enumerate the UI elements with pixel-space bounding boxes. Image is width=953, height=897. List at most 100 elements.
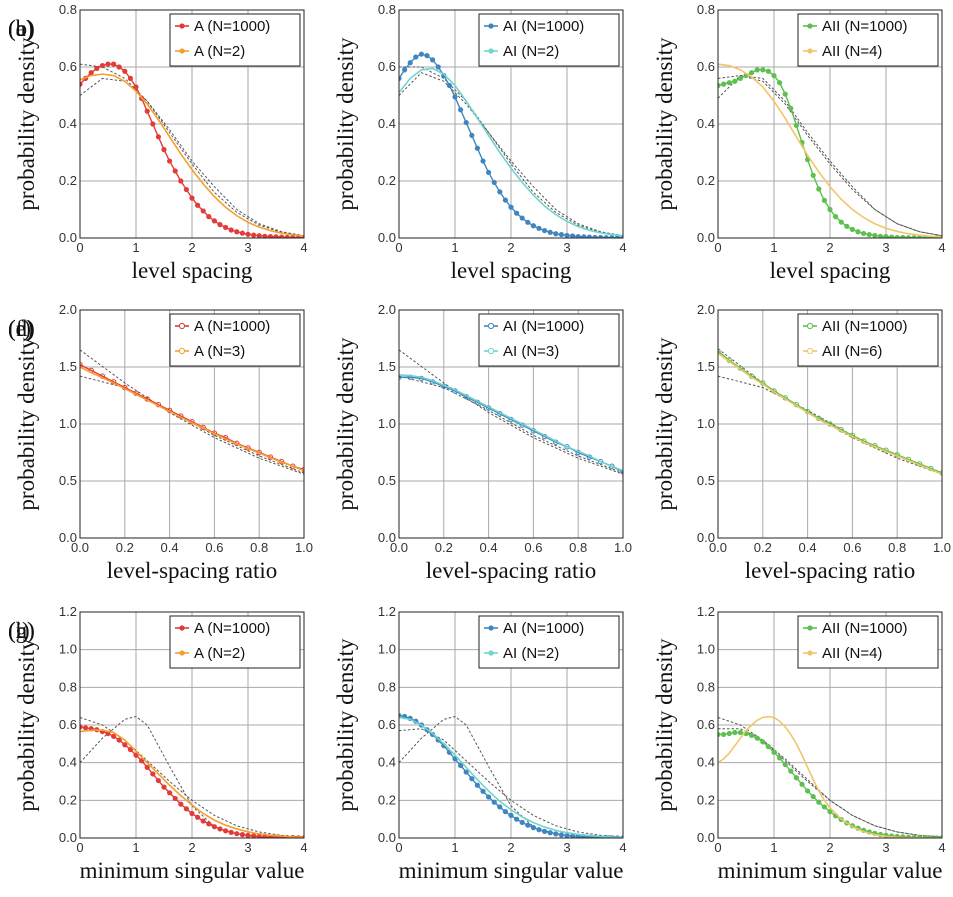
legend-label: A (N=1000) <box>194 318 270 335</box>
x-tick-label: 2 <box>826 240 833 255</box>
data-point <box>782 91 788 97</box>
data-point <box>228 227 234 233</box>
data-point <box>418 51 424 57</box>
plot-area <box>80 715 304 838</box>
reference-curve <box>80 63 304 237</box>
data-point <box>217 826 223 832</box>
y-tick-label: 0.0 <box>697 230 715 245</box>
data-point <box>167 790 173 796</box>
data-point <box>452 94 458 100</box>
panel-h: 0 1 2 3 4 0.0 0.2 0.4 0.6 0.8 1.0 1.2 (h) minimum sin… <box>8 604 627 883</box>
x-tick-label: 0.8 <box>569 540 587 555</box>
y-tick-label: 0.2 <box>378 792 396 807</box>
data-point <box>508 204 514 210</box>
series-line <box>399 374 623 472</box>
data-point <box>905 235 911 238</box>
legend-swatch-marker <box>806 322 814 330</box>
data-point <box>399 374 402 380</box>
data-point <box>525 219 531 225</box>
legend-label: AI (N=3) <box>503 343 559 360</box>
data-point <box>737 75 744 81</box>
y-axis-label: probability density <box>333 638 358 812</box>
data-point <box>491 799 497 805</box>
data-point <box>407 60 413 66</box>
x-tick-label: 4 <box>300 840 307 855</box>
data-point <box>424 53 430 59</box>
data-point <box>206 821 212 827</box>
data-point <box>861 230 867 237</box>
legend-label: AII (N=6) <box>822 343 882 360</box>
legend-swatch-marker <box>488 650 494 656</box>
y-tick-label: 0.4 <box>378 116 396 131</box>
y-tick-label: 1.2 <box>378 604 396 619</box>
data-point <box>435 64 441 70</box>
y-tick-label: 0.2 <box>59 173 77 188</box>
y-tick-label: 0.0 <box>378 530 396 545</box>
data-point <box>155 134 161 140</box>
y-tick-label: 0.6 <box>378 717 396 732</box>
data-point <box>217 222 223 228</box>
legend-box <box>169 615 301 669</box>
y-tick-label: 0.6 <box>59 59 77 74</box>
data-point <box>833 214 839 220</box>
data-point <box>502 197 508 203</box>
data-point <box>564 832 570 838</box>
data-point <box>262 233 268 238</box>
x-tick-label: 1 <box>132 840 139 855</box>
data-point <box>586 234 592 238</box>
data-point <box>200 818 206 824</box>
data-point <box>542 828 548 835</box>
data-point <box>245 832 251 838</box>
data-point <box>508 812 514 819</box>
data-point <box>245 231 251 237</box>
data-point <box>749 732 755 738</box>
legend-label: AII (N=1000) <box>822 620 907 637</box>
data-point <box>223 224 229 231</box>
x-tick-label: 4 <box>938 240 945 255</box>
x-tick-label: 0.8 <box>888 540 906 555</box>
legend-label: A (N=2) <box>194 43 245 60</box>
data-point <box>402 67 408 73</box>
legend-swatch-marker <box>178 322 186 330</box>
legend-swatch-marker <box>488 48 494 54</box>
legend-box <box>169 13 301 67</box>
x-tick-label: 1 <box>770 840 777 855</box>
legend-swatch-marker <box>179 625 185 631</box>
legend-label: AII (N=1000) <box>822 18 907 35</box>
panel-label: (b) <box>8 16 35 41</box>
legend-swatch-marker <box>487 322 495 330</box>
data-point <box>799 781 805 787</box>
y-tick-label: 0.4 <box>697 116 715 131</box>
series-line <box>399 67 623 237</box>
reference-curve <box>718 716 942 838</box>
data-point <box>133 752 139 758</box>
x-tick-label: 3 <box>882 840 889 855</box>
legend-label: A (N=1000) <box>194 620 270 637</box>
data-point <box>866 231 872 238</box>
data-point <box>810 793 816 800</box>
x-axis-label: level-spacing ratio <box>107 558 278 583</box>
data-point <box>542 227 548 234</box>
data-point <box>514 816 520 822</box>
legend-box <box>797 13 939 67</box>
y-tick-label: 1.5 <box>378 359 396 374</box>
x-tick-label: 0.6 <box>843 540 861 555</box>
axes-frame <box>398 611 624 839</box>
y-tick-label: 1.0 <box>697 416 715 431</box>
x-tick-label: 0.8 <box>250 540 268 555</box>
data-point <box>519 819 525 825</box>
data-point <box>413 54 419 60</box>
data-point <box>558 832 565 838</box>
data-point <box>99 62 105 69</box>
data-point <box>458 762 464 769</box>
series-line <box>718 715 942 838</box>
data-point <box>150 121 156 127</box>
legend: AI (N=1000) AI (N=3) <box>478 313 620 367</box>
data-point <box>777 755 783 761</box>
legend-box <box>478 615 620 669</box>
x-tick-label: 0.0 <box>390 540 408 555</box>
plot-area <box>80 349 304 475</box>
x-tick-label: 3 <box>882 240 889 255</box>
data-point <box>553 231 559 237</box>
